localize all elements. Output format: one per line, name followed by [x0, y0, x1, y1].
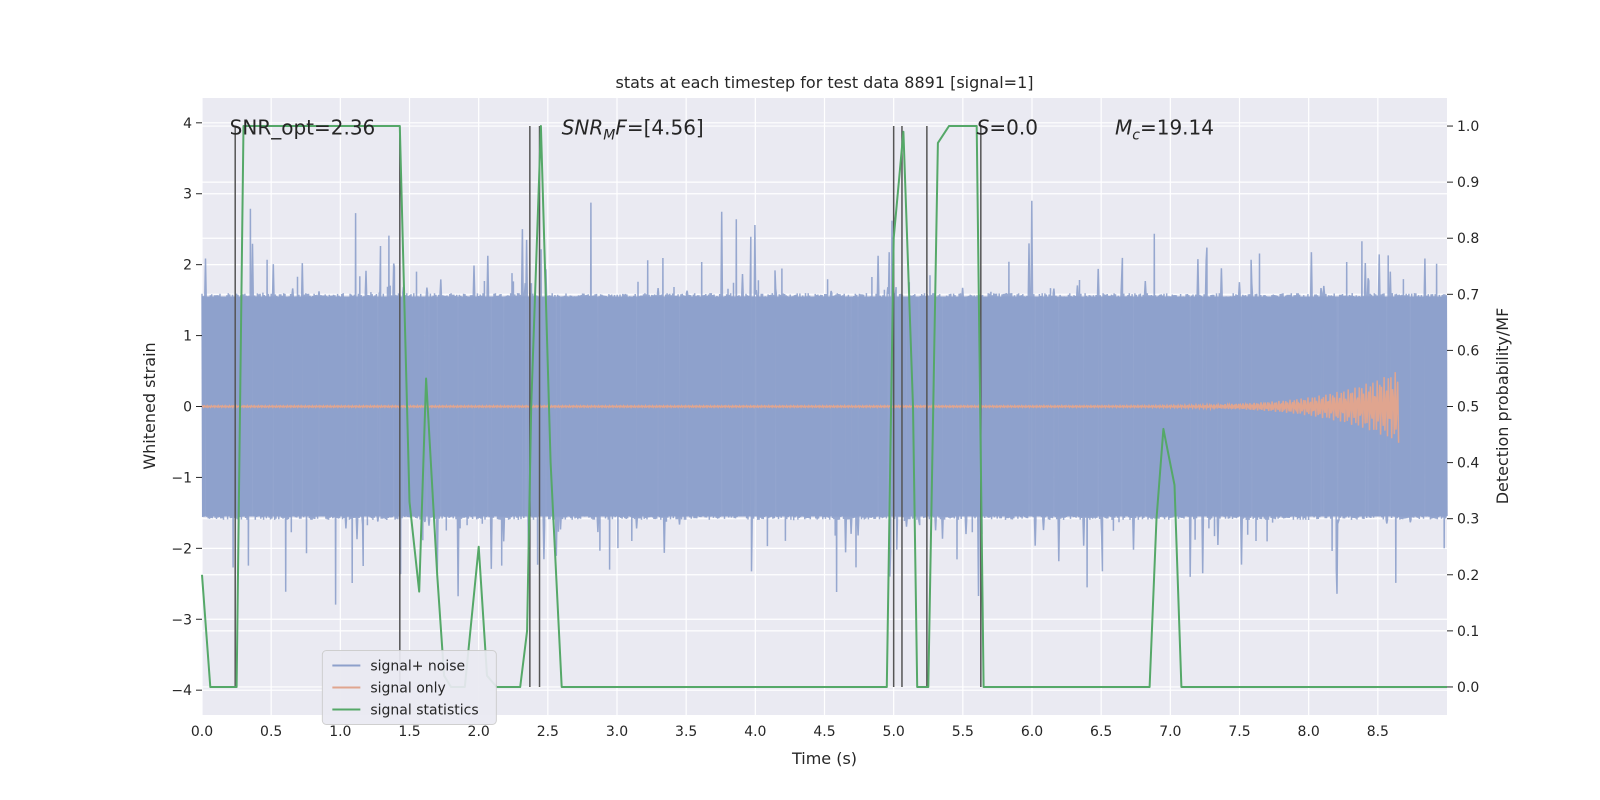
x-tick-label: 5.5 [952, 724, 974, 740]
y-right-tick-label: 0.9 [1457, 175, 1479, 191]
x-tick-label: 5.0 [883, 724, 905, 740]
chirp-trace [201, 372, 1400, 443]
annotation: SNRMF=[4.56] [562, 116, 704, 144]
x-tick-label: 2.5 [537, 724, 559, 740]
y-right-tick-label: 0.1 [1457, 624, 1479, 640]
y-right-tick-label: 0.7 [1457, 287, 1479, 303]
y-left-tick-label: 3 [183, 187, 192, 203]
y-left-tick-label: 1 [183, 329, 192, 345]
y-right-tick-label: 1.0 [1457, 119, 1479, 135]
x-tick-label: 1.0 [329, 724, 351, 740]
legend-box [321, 649, 497, 725]
y-left-axis-ticks: 4 3 2 1 0 −1 −2 −3 −4 [171, 116, 202, 699]
y-right-tick-label: 0.8 [1457, 231, 1479, 247]
x-tick-label: 3.5 [675, 724, 697, 740]
x-tick-label: 1.5 [398, 724, 420, 740]
annotation: S=0.0 [977, 116, 1038, 140]
statistics-line [201, 125, 1447, 688]
x-tick-label: 4.5 [813, 724, 835, 740]
y-right-tick-label: 0.3 [1457, 512, 1479, 528]
y-right-tick-label: 0.4 [1457, 456, 1479, 472]
x-tick-label: 0.0 [191, 724, 213, 740]
x-tick-label: 8.0 [1298, 724, 1320, 740]
x-tick-label: 0.5 [260, 724, 282, 740]
y-left-tick-label: −1 [171, 470, 192, 486]
y-left-tick-label: −2 [171, 541, 192, 557]
legend: signal+ noise signal only signal statistic… [321, 649, 497, 725]
y-right-tick-label: 0.6 [1457, 343, 1479, 359]
x-tick-label: 7.5 [1228, 724, 1250, 740]
y-left-tick-label: 4 [183, 116, 192, 132]
x-tick-label: 8.5 [1367, 724, 1389, 740]
x-tick-label: 7.0 [1159, 724, 1181, 740]
x-tick-label: 4.0 [744, 724, 766, 740]
series-signal-only [201, 372, 1400, 443]
x-tick-label: 6.0 [1021, 724, 1043, 740]
x-tick-label: 6.5 [1090, 724, 1112, 740]
y-left-tick-label: −3 [171, 612, 192, 628]
chart-title: stats at each timestep for test data 889… [615, 73, 1033, 92]
legend-entry: signal+ noise [370, 658, 465, 674]
y-right-tick-label: 0.5 [1457, 400, 1479, 416]
x-axis-label: Time (s) [791, 749, 857, 768]
annotations: SNR_opt=2.36 SNRMF=[4.56] S=0.0 Mc=19.14 [230, 116, 1214, 144]
legend-entry: signal only [370, 680, 445, 696]
legend-entry: signal statistics [370, 702, 478, 718]
y-left-axis-label: Whitened strain [140, 342, 159, 469]
y-right-axis-ticks: 1.0 0.9 0.8 0.7 0.6 0.5 0.4 0.3 0.2 0.1 0.0 [1447, 119, 1479, 696]
y-right-tick-label: 0.0 [1457, 680, 1479, 696]
x-axis-ticks: 0.0 0.5 1.0 1.5 2.0 2.5 3.0 3.5 4.0 4.5 5.0 5.5 6.0 6… [191, 724, 1389, 740]
y-right-tick-label: 0.2 [1457, 568, 1479, 584]
annotation: Mc=19.14 [1115, 116, 1214, 144]
y-left-tick-label: −4 [171, 683, 192, 699]
y-right-axis-label: Detection probability/MF [1493, 308, 1512, 505]
annotation: SNR_opt=2.36 [230, 116, 376, 140]
y-left-tick-label: 2 [183, 258, 192, 274]
y-left-tick-label: 0 [183, 400, 192, 416]
x-tick-label: 2.0 [468, 724, 490, 740]
x-tick-label: 3.0 [606, 724, 628, 740]
series-signal-statistics [201, 125, 1447, 688]
